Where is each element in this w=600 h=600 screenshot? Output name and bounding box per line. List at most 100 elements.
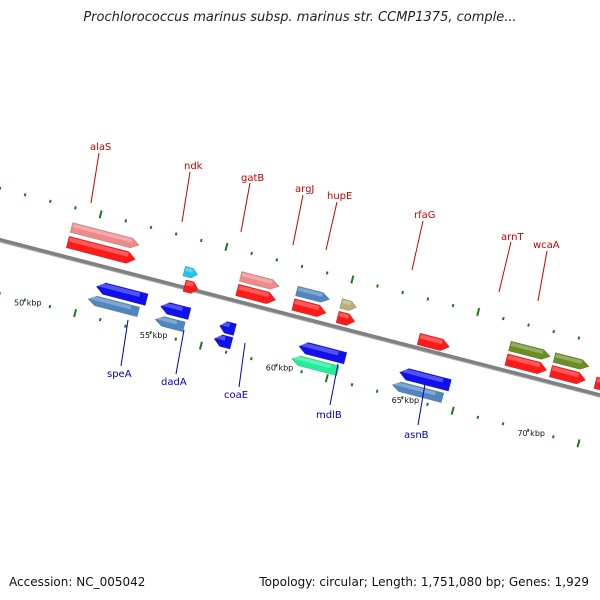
gene-feature-arrow	[295, 285, 331, 303]
tick-mark	[48, 304, 52, 309]
gene-feature-arrow	[213, 334, 234, 350]
scale-label: 50 kbp	[14, 299, 42, 308]
gene-feature-highlight	[510, 342, 544, 355]
gene-feature-highlight	[419, 334, 444, 345]
leader-line	[498, 241, 512, 293]
tick-mark	[23, 193, 27, 197]
leader-line	[238, 342, 246, 388]
tick-mark	[577, 336, 581, 340]
gene-feature-highlight	[241, 272, 273, 284]
leader-line	[411, 220, 424, 271]
gene-feature-arrow	[416, 332, 451, 352]
leader-line	[292, 194, 304, 246]
tick-mark	[23, 298, 27, 302]
scale-label: 70 kbp	[517, 429, 545, 438]
genome-summary-text: Topology: circular; Length: 1,751,080 bp…	[259, 575, 589, 589]
gene-feature-highlight	[89, 295, 132, 310]
tick-mark	[527, 323, 530, 327]
tick-mark	[400, 396, 404, 400]
tick-mark	[401, 290, 405, 295]
gene-feature-highlight	[185, 281, 194, 287]
gene-feature-arrow	[391, 381, 445, 404]
gene-label-alaS: alaS	[90, 142, 111, 153]
tick-mark	[250, 251, 253, 256]
gene-label-asnB: asnB	[404, 430, 429, 441]
gene-feature-arrow	[154, 316, 186, 333]
tick-mark	[502, 316, 505, 321]
tick-mark	[48, 199, 52, 204]
tick-mark	[149, 225, 153, 230]
tick-mark	[576, 439, 581, 448]
tick-mark	[0, 291, 1, 296]
leader-line	[329, 363, 339, 406]
gene-feature-highlight	[161, 301, 184, 312]
gene-label-ndk: ndk	[184, 161, 203, 172]
gene-feature-highlight	[68, 237, 129, 257]
gene-feature-highlight	[555, 353, 583, 365]
inner-ticks	[0, 291, 581, 448]
tick-mark	[224, 242, 229, 252]
tick-mark	[324, 374, 329, 383]
tick-mark	[198, 341, 203, 350]
gene-label-dadA: dadA	[161, 377, 187, 388]
scale-label: 55 kbp	[140, 331, 168, 340]
gene-feature-arrow	[508, 340, 551, 360]
gene-feature-highlight	[185, 267, 194, 273]
outer-ticks	[0, 186, 581, 340]
gene-feature-arrow	[335, 310, 356, 326]
gene-feature-highlight	[72, 223, 133, 243]
leader-line	[90, 152, 100, 204]
gene-feature-highlight	[215, 334, 226, 341]
gene-feature-arrow	[339, 298, 357, 311]
leader-line	[537, 250, 548, 302]
tick-mark	[224, 350, 228, 354]
scale-label: 65 kbp	[392, 396, 420, 405]
gene-feature-highlight	[551, 366, 580, 378]
tick-mark	[350, 275, 355, 284]
tick-mark	[124, 324, 127, 328]
tick-mark	[552, 329, 556, 334]
tick-mark	[73, 309, 78, 318]
tick-mark	[501, 422, 505, 426]
scale-label: 60 kbp	[266, 364, 294, 373]
gene-feature-highlight	[97, 282, 141, 297]
gene-feature-arrow	[182, 279, 199, 294]
gene-label-mdlB: mdlB	[316, 410, 342, 421]
leader-line	[175, 329, 185, 375]
gene-feature-arrow	[95, 282, 149, 306]
gene-feature-highlight	[238, 285, 270, 298]
tick-mark	[74, 206, 77, 210]
gene-feature-arrow	[160, 302, 192, 320]
forward-gene-labels: alaS ndk gatB argJ hupE rfaG arnT wcaA	[90, 142, 560, 302]
gene-feature-arrow	[552, 352, 590, 370]
gene-feature-arrow	[219, 321, 237, 336]
gene-feature-highlight	[393, 381, 436, 396]
tick-mark	[376, 284, 379, 288]
gene-feature-arrow	[548, 364, 587, 385]
gene-label-arnT: arnT	[501, 232, 524, 243]
tick-mark	[98, 210, 103, 219]
tick-mark	[174, 337, 178, 341]
gene-feature-highlight	[297, 287, 323, 297]
tick-mark	[450, 406, 455, 415]
tick-mark	[249, 356, 253, 361]
gene-feature-highlight	[156, 315, 178, 325]
tick-mark	[300, 370, 303, 374]
gene-label-hupE: hupE	[327, 191, 352, 202]
tick-mark	[350, 383, 354, 387]
tick-mark	[325, 271, 329, 275]
tick-mark	[275, 363, 278, 367]
gene-feature-highlight	[338, 312, 350, 319]
gene-feature-arrow	[290, 355, 340, 377]
tick-mark	[426, 297, 430, 301]
gene-feature-arrow	[87, 295, 141, 318]
gene-label-rfaG: rfaG	[414, 210, 436, 221]
tick-mark	[199, 238, 203, 243]
tick-mark	[0, 186, 2, 191]
tick-mark	[451, 303, 455, 308]
leader-line	[120, 319, 129, 367]
tick-mark	[476, 307, 481, 317]
gene-feature-arrow	[238, 271, 280, 290]
tick-mark	[526, 428, 530, 433]
gene-feature-highlight	[342, 299, 352, 306]
